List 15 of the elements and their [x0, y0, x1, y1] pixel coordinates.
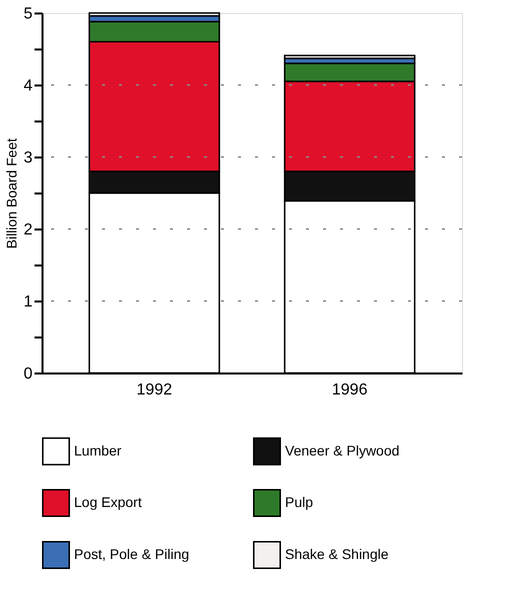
y-tick-label: 3	[24, 150, 33, 166]
y-tick-label: 5	[24, 6, 33, 22]
y-tick-label: 4	[24, 78, 33, 94]
legend-label: Post, Pole & Piling	[74, 546, 190, 562]
legend-label: Veneer & Plywood	[285, 442, 400, 458]
y-axis-title: Billion Board Feet	[4, 138, 20, 249]
legend-label: Pulp	[285, 494, 314, 510]
y-tick-label: 2	[24, 222, 33, 238]
y-tick-label: 0	[24, 366, 33, 382]
legend-label: Lumber	[74, 442, 122, 458]
y-tick-label: 1	[24, 294, 33, 310]
legend-label: Shake & Shingle	[285, 546, 389, 562]
x-tick-label: 1992	[136, 382, 172, 398]
legend-label: Log Export	[74, 494, 142, 510]
x-tick-label: 1996	[332, 382, 368, 398]
